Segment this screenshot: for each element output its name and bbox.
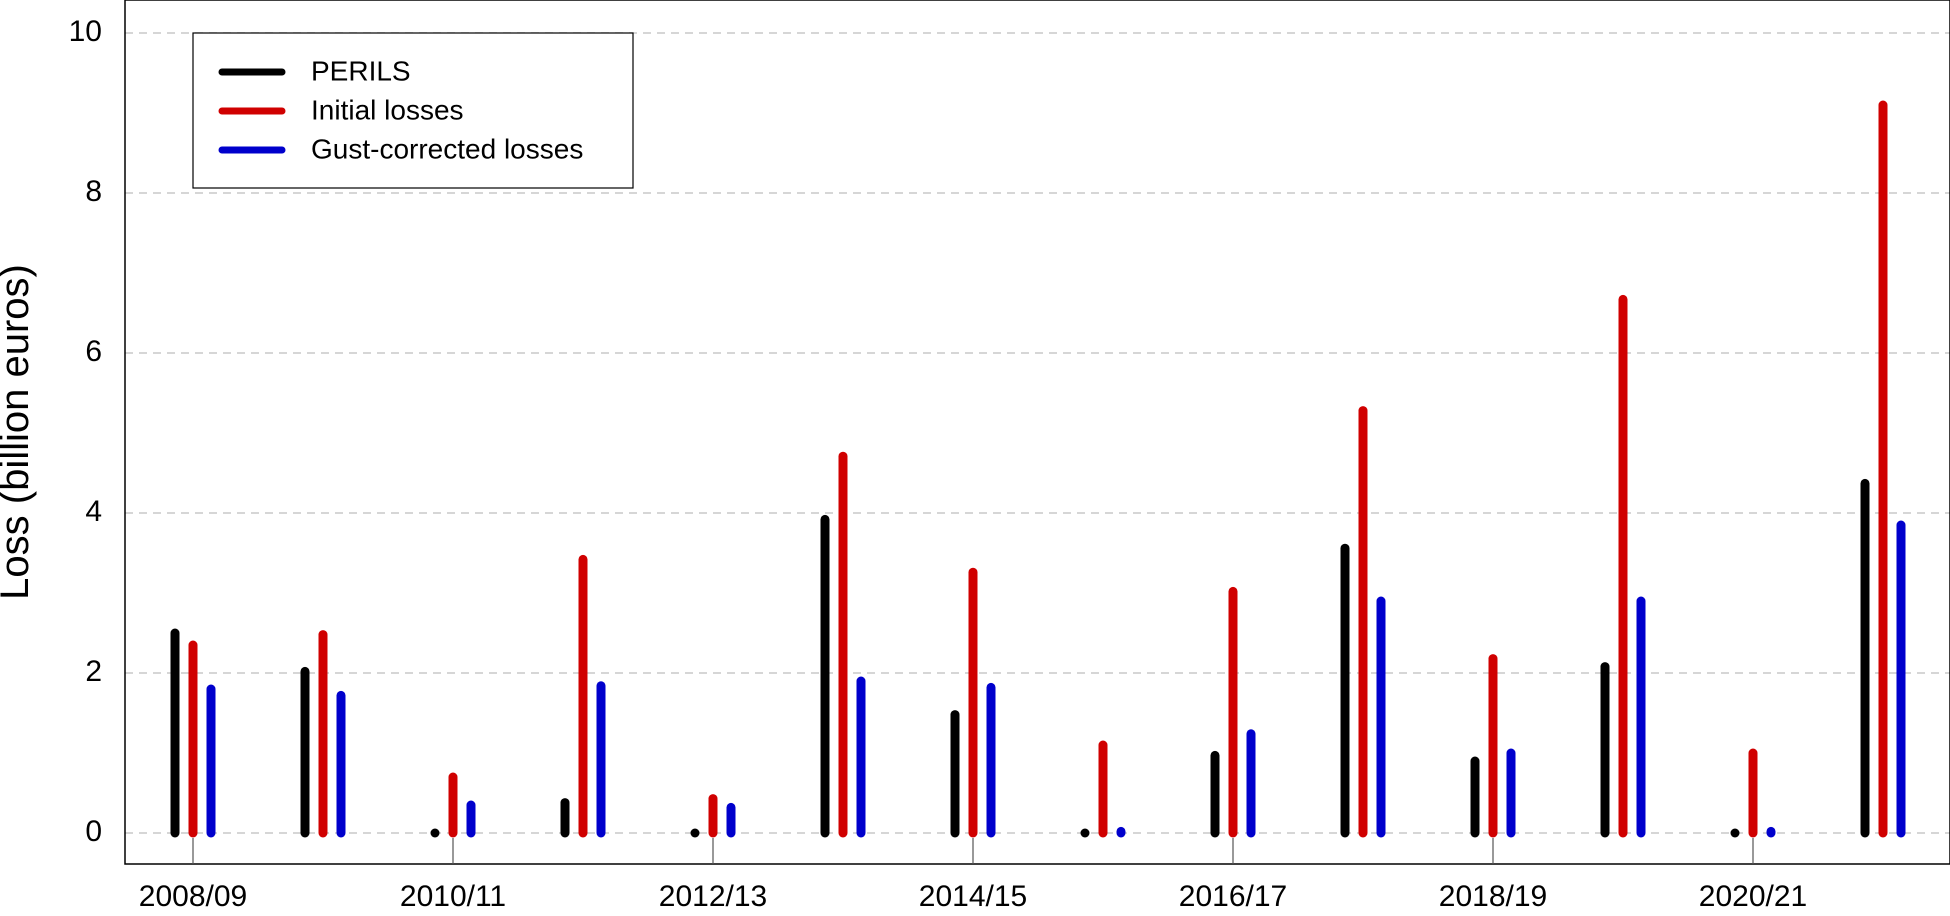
- x-tick-label: 2008/09: [139, 880, 247, 913]
- y-axis-label: Loss (billion euros): [0, 264, 37, 600]
- legend: PERILS Initial losses Gust-corrected losse…: [192, 32, 634, 189]
- y-axis: 0 2 4 6 8 10: [69, 15, 102, 848]
- x-tick-label: 2014/15: [919, 880, 1027, 913]
- y-tick-label: 2: [85, 655, 102, 688]
- x-tick-label: 2012/13: [659, 880, 767, 913]
- gridlines: [125, 32, 1950, 834]
- y-tick-label: 6: [85, 335, 102, 368]
- x-tick-label: 2018/19: [1439, 880, 1547, 913]
- legend-label: PERILS: [311, 55, 411, 86]
- y-tick-label: 10: [69, 15, 102, 48]
- x-tick-label: 2016/17: [1179, 880, 1287, 913]
- legend-label: Initial losses: [311, 94, 464, 125]
- y-tick-label: 4: [85, 495, 102, 528]
- y-tick-label: 8: [85, 175, 102, 208]
- y-tick-label: 0: [85, 815, 102, 848]
- legend-label: Gust-corrected losses: [311, 133, 583, 164]
- x-tick-label: 2020/21: [1699, 880, 1807, 913]
- plot-frame: [124, 0, 1950, 865]
- x-tick-label: 2010/11: [400, 880, 506, 913]
- x-axis: 2008/09 2010/11 2012/13 2014/15 2016/17 2018/…: [139, 838, 1807, 913]
- bars: [170, 100, 1906, 838]
